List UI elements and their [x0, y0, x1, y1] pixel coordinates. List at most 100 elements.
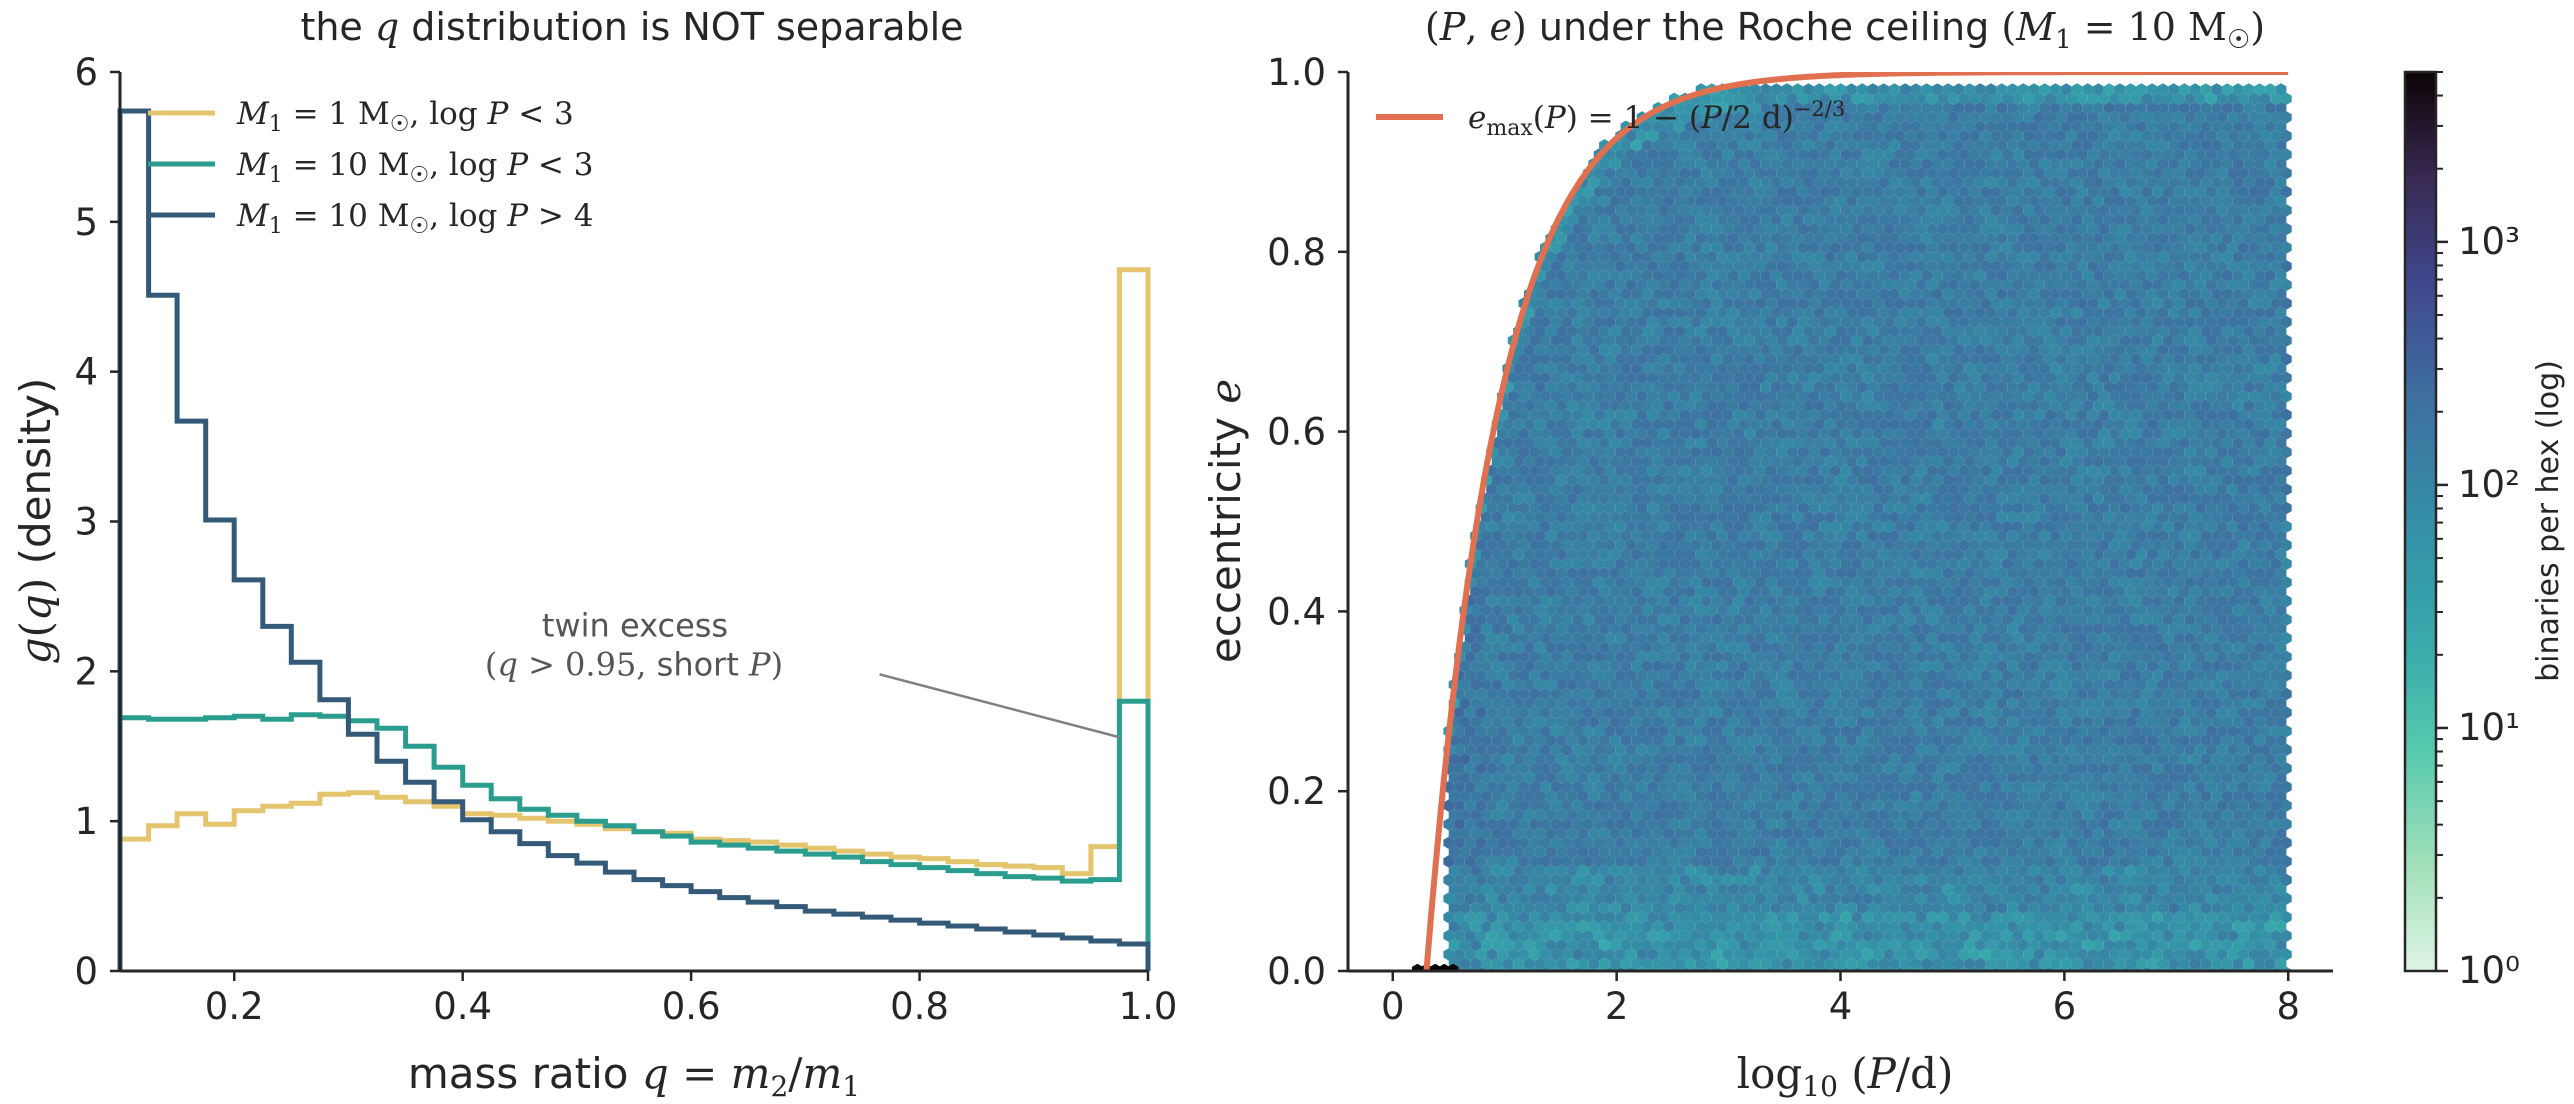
hexbin-cell — [1470, 827, 1481, 840]
hexbin-cell — [1583, 818, 1594, 831]
hexbin-cell — [2098, 818, 2110, 831]
hexbin-cell — [2184, 892, 2196, 905]
hexbin-cell — [1523, 901, 1535, 915]
hexbin-cell — [1652, 827, 1664, 840]
hexbin-cell — [1674, 938, 1685, 952]
hexbin-cell — [1561, 873, 1573, 887]
hexbin-cell — [1674, 808, 1685, 822]
hexbin-cell — [1443, 892, 1455, 905]
hexbin-cell — [2125, 883, 2136, 896]
hexbin-cell — [1540, 873, 1551, 887]
hexbin-cell — [1996, 827, 2008, 840]
hexbin-cell — [1996, 901, 2008, 915]
hexbin-cell — [2141, 929, 2153, 942]
hexbin-cell — [1964, 957, 1975, 970]
hexbin-cell — [1792, 957, 1804, 970]
hexbin-cell — [1851, 836, 1863, 849]
hexbin-cell — [1948, 818, 1959, 831]
hexbin-cell — [1454, 818, 1465, 831]
hexbin-cell — [1604, 818, 1616, 831]
hexbin-cell — [1599, 938, 1610, 952]
hexbin-cell — [2034, 911, 2045, 924]
hexbin-cell — [2050, 938, 2061, 952]
hexbin-cell — [1658, 799, 1669, 812]
hexbin-cell — [2146, 920, 2158, 933]
hexbin-cell — [2157, 808, 2169, 822]
hexbin-cell — [1969, 892, 1981, 905]
hexbin-cell — [1448, 864, 1460, 877]
hexbin-cell — [2087, 929, 2099, 942]
hexbin-cell — [2012, 855, 2024, 868]
hexbin-cell — [1486, 836, 1498, 849]
hexbin-cell — [1964, 920, 1975, 933]
hexbin-cell — [1851, 873, 1863, 887]
hexbin-cell — [1674, 901, 1685, 915]
hexbin-cell — [1588, 920, 1600, 933]
hexbin-cell — [2227, 948, 2238, 961]
hexbin-cell — [1765, 911, 1777, 924]
hexbin-cell — [1797, 929, 1809, 942]
hexbin-cell — [1625, 836, 1637, 849]
hexbin-cell — [1572, 855, 1583, 868]
hexbin-cell — [2039, 827, 2051, 840]
hexbin-cell — [1776, 799, 1787, 812]
hexbin-cell — [1668, 929, 1680, 942]
hexbin-cell — [1518, 873, 1530, 887]
hexbin-cell — [1883, 799, 1895, 812]
hexbin-cell — [1733, 818, 1745, 831]
hexbin-cell — [1615, 911, 1626, 924]
hexbin-cell — [1733, 929, 1745, 942]
hexbin-cell — [1443, 855, 1455, 868]
hexbin-cell — [1727, 864, 1739, 877]
hexbin-cell — [1808, 892, 1820, 905]
hexbin-cell — [1899, 901, 1911, 915]
hexbin-cell — [2232, 938, 2244, 952]
hexbin-cell — [1894, 855, 1906, 868]
hexbin-cell — [2221, 957, 2233, 970]
hexbin-cell — [1926, 836, 1938, 849]
hexbin-cell — [1593, 892, 1605, 905]
hexbin-cell — [2055, 911, 2067, 924]
hexbin-cell — [1550, 929, 1562, 942]
hexbin-cell — [2103, 920, 2115, 933]
hexbin-cell — [1679, 818, 1691, 831]
hexbin-cell — [1717, 938, 1728, 952]
hexbin-cell — [2146, 957, 2158, 970]
hexbin-cell — [2071, 901, 2083, 915]
hexbin-cell — [1974, 901, 1986, 915]
hexbin-cell — [1711, 911, 1723, 924]
hexbin-cell — [1985, 920, 1997, 933]
hexbin-cell — [1604, 836, 1616, 849]
hexbin-cell — [2023, 818, 2034, 831]
hexbin-cell — [1905, 873, 1916, 887]
hexbin-cell — [2211, 938, 2222, 952]
hexbin-cell — [1491, 827, 1503, 840]
hexbin-cell — [2184, 836, 2196, 849]
hexbin-cell — [2254, 864, 2265, 877]
hexbin-cell — [2281, 873, 2292, 887]
hexbin-cell — [1577, 957, 1589, 970]
hexbin-cells — [1412, 83, 2292, 971]
hexbin-cell — [1556, 920, 1567, 933]
hexbin-cell — [1486, 948, 1498, 961]
hexbin-cell — [1663, 883, 1675, 896]
hexbin-cell — [1856, 827, 1868, 840]
hexbin-cell — [1491, 845, 1503, 859]
hexbin-cell — [1588, 864, 1600, 877]
hexbin-cell — [1958, 855, 1970, 868]
hexbin-cell — [1953, 883, 1965, 896]
hexbin-cell — [2238, 836, 2249, 849]
hexbin-cell — [2281, 836, 2292, 849]
hexbin-cell — [1695, 957, 1707, 970]
hexbin-cell — [1926, 855, 1938, 868]
hexbin-cell — [1953, 864, 1965, 877]
hexbin-cell — [1856, 845, 1868, 859]
hexbin-cell — [2017, 808, 2029, 822]
hexbin-cell — [1507, 911, 1519, 924]
hexbin-cell — [1813, 864, 1825, 877]
hexbin-cell — [1749, 827, 1761, 840]
hexbin-cell — [2007, 938, 2018, 952]
hexbin-cell — [1797, 799, 1809, 812]
hexbin-cell — [1566, 883, 1578, 896]
hexbin-cell — [2039, 901, 2051, 915]
